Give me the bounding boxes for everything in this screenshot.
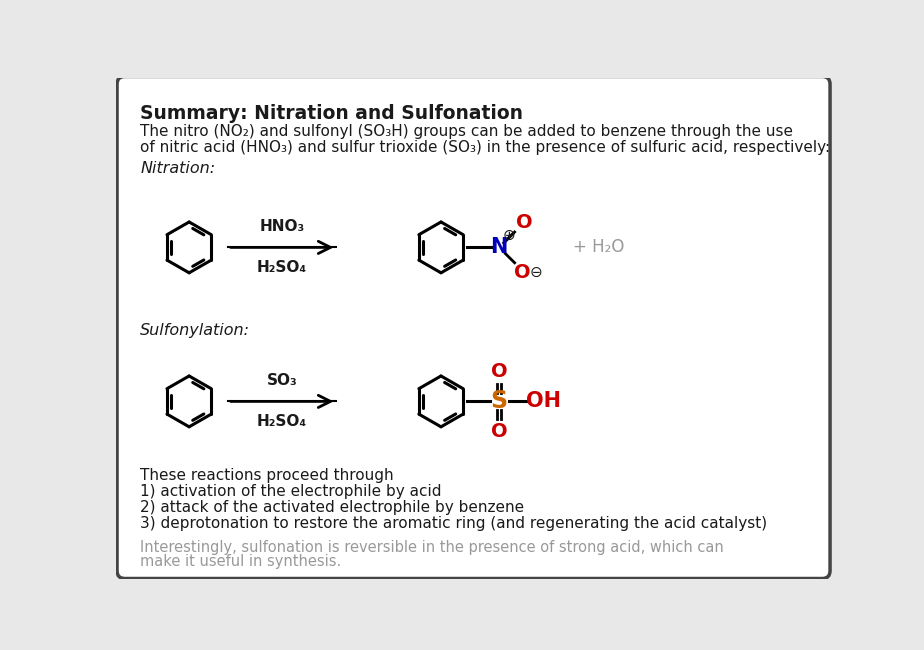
- Text: N: N: [491, 237, 508, 257]
- Text: 3) deprotonation to restore the aromatic ring (and regenerating the acid catalys: 3) deprotonation to restore the aromatic…: [140, 516, 768, 531]
- Text: H₂SO₄: H₂SO₄: [257, 260, 307, 275]
- Text: Interestingly, sulfonation is reversible in the presence of strong acid, which c: Interestingly, sulfonation is reversible…: [140, 540, 724, 555]
- Text: make it useful in synthesis.: make it useful in synthesis.: [140, 554, 342, 569]
- Text: O: O: [514, 263, 530, 281]
- Text: Nitration:: Nitration:: [140, 161, 215, 176]
- Text: ⊕: ⊕: [503, 227, 516, 242]
- Text: OH: OH: [526, 391, 561, 411]
- Text: SO₃: SO₃: [267, 372, 298, 387]
- Text: + H₂O: + H₂O: [573, 239, 624, 256]
- FancyBboxPatch shape: [117, 77, 830, 578]
- Text: ⊖: ⊖: [530, 265, 542, 279]
- Text: O: O: [516, 213, 532, 232]
- Text: 1) activation of the electrophile by acid: 1) activation of the electrophile by aci…: [140, 484, 442, 499]
- Text: H₂SO₄: H₂SO₄: [257, 413, 307, 429]
- Text: These reactions proceed through: These reactions proceed through: [140, 467, 394, 482]
- Text: The nitro (NO₂) and sulfonyl (SO₃H) groups can be added to benzene through the u: The nitro (NO₂) and sulfonyl (SO₃H) grou…: [140, 124, 794, 139]
- Text: Summary: Nitration and Sulfonation: Summary: Nitration and Sulfonation: [140, 104, 523, 124]
- Text: of nitric acid (HNO₃) and sulfur trioxide (SO₃) in the presence of sulfuric acid: of nitric acid (HNO₃) and sulfur trioxid…: [140, 140, 831, 155]
- Text: O: O: [491, 362, 507, 381]
- Text: O: O: [491, 422, 507, 441]
- Text: S: S: [491, 389, 507, 413]
- Text: Sulfonylation:: Sulfonylation:: [140, 323, 250, 338]
- Text: 2) attack of the activated electrophile by benzene: 2) attack of the activated electrophile …: [140, 500, 525, 515]
- Text: HNO₃: HNO₃: [260, 218, 305, 233]
